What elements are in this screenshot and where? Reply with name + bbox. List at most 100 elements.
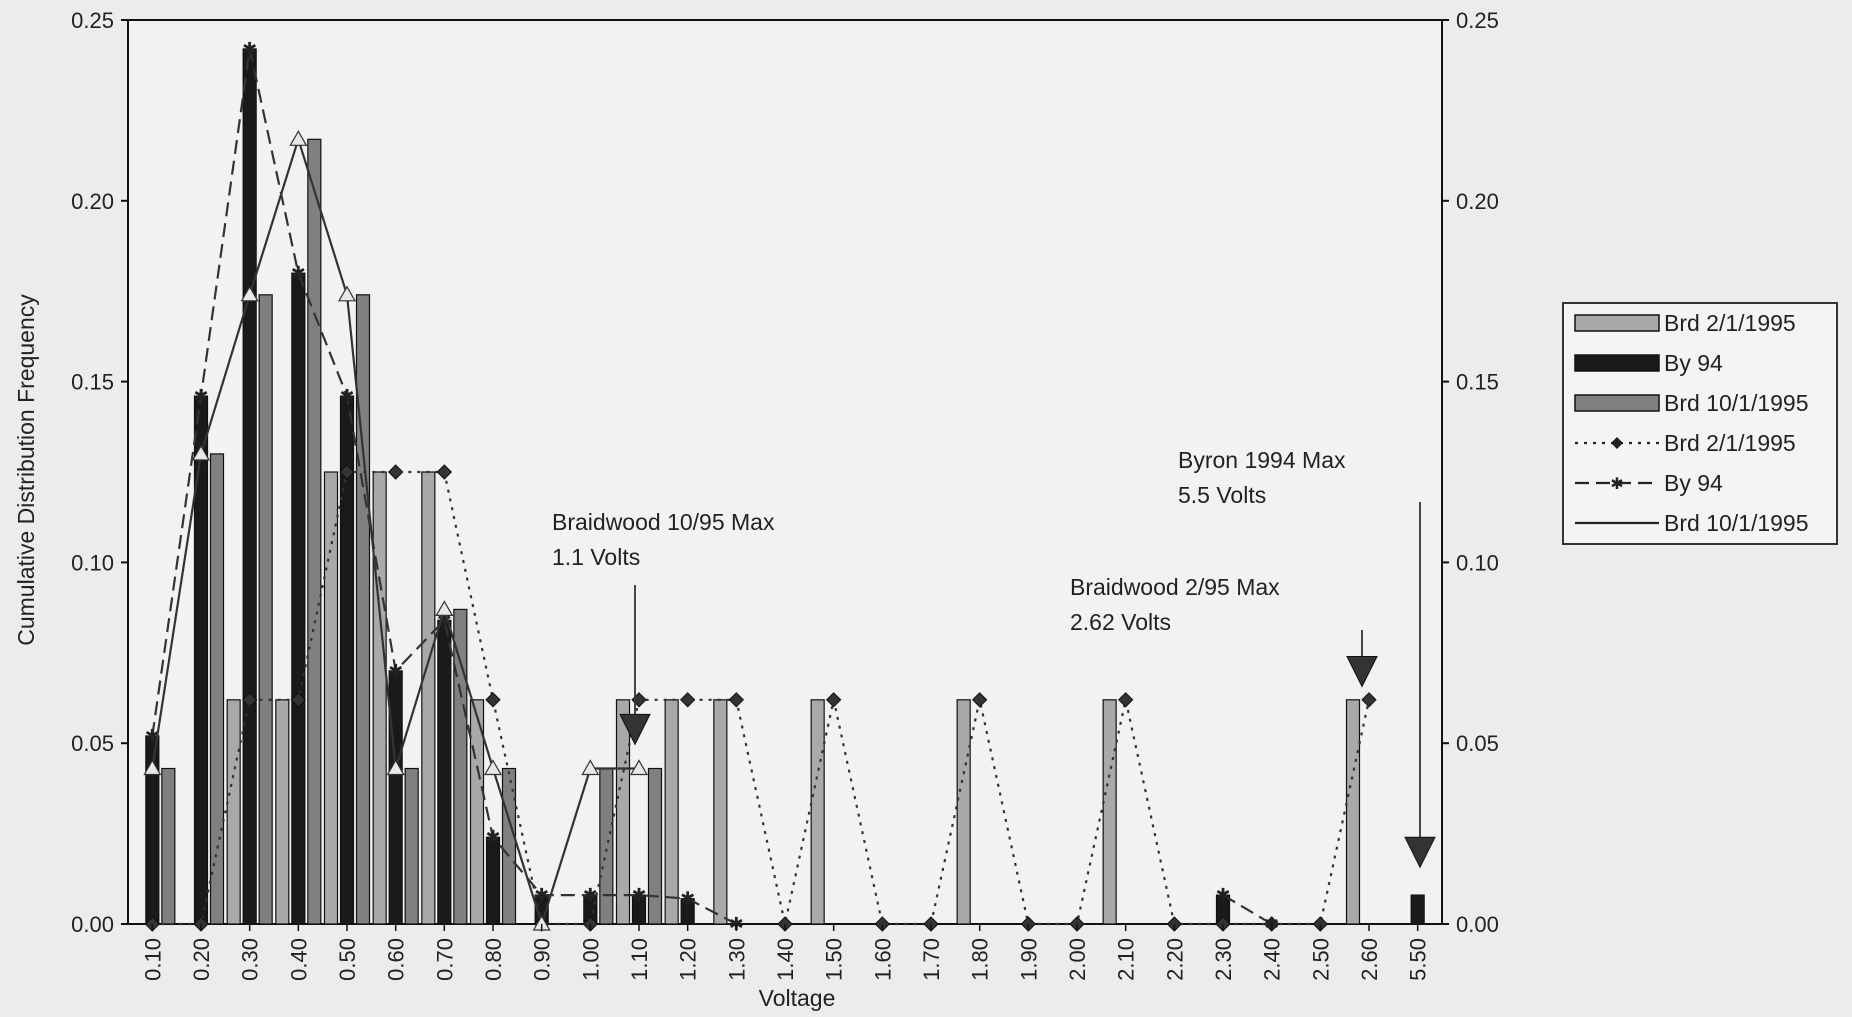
bar-1-4 <box>323 471 339 925</box>
bar-1-20 <box>1102 699 1117 925</box>
y-tick-label-left-4: 0.20 <box>71 189 114 214</box>
star-marker-4: ✱ <box>339 386 354 406</box>
triangle-marker-7 <box>483 759 503 776</box>
x-tick-label-9: 1.00 <box>578 938 603 981</box>
legend-swatch-2 <box>1574 394 1660 412</box>
bar-1-17 <box>956 699 971 925</box>
annotation-arrow-head-0 <box>619 713 651 746</box>
diamond-marker-3 <box>290 692 307 708</box>
annotation-text-1-1: 2.62 Volts <box>1070 609 1171 635</box>
legend-label-5: Brd 10/1/1995 <box>1664 510 1809 536</box>
star-marker-2: ✱ <box>242 39 257 59</box>
bar-3-1 <box>209 453 225 925</box>
diamond-marker-5 <box>387 464 404 480</box>
bar-1-10 <box>615 699 631 925</box>
bar-3-2 <box>258 294 273 925</box>
bar-2-7 <box>485 836 501 925</box>
triangle-marker-6 <box>435 600 454 617</box>
annotation-text-0-1: 1.1 Volts <box>552 544 640 570</box>
bar-3-5 <box>404 767 419 925</box>
bar-2-6 <box>437 619 452 925</box>
bar-1-14 <box>810 699 825 925</box>
x-tick-label-3: 0.40 <box>286 938 311 981</box>
series-line-1 <box>152 470 1371 926</box>
diamond-marker-6 <box>436 464 453 480</box>
legend-label-1: By 94 <box>1664 350 1723 376</box>
x-tick-label-24: 2.50 <box>1308 938 1333 981</box>
y-tick-label-right-4: 0.20 <box>1456 189 1499 214</box>
x-tick-label-25: 2.60 <box>1357 938 1382 981</box>
x-tick-label-21: 2.20 <box>1162 938 1187 981</box>
legend-label-0: Brd 2/1/1995 <box>1664 310 1796 336</box>
diamond-marker-25 <box>1361 692 1377 708</box>
triangle-marker-0 <box>143 759 162 776</box>
lines-layer: ✱✱✱✱✱✱✱✱✱ ✱ ✱ ✱✱✱✱ <box>143 39 1377 934</box>
bar-3-0 <box>161 767 176 925</box>
x-tick-label-10: 1.10 <box>627 938 652 981</box>
bar-1-11 <box>664 699 679 925</box>
legend-box <box>1562 302 1838 545</box>
diamond-marker-17 <box>971 692 988 708</box>
x-tick-label-17: 1.80 <box>968 938 993 981</box>
x-tick-label-23: 2.40 <box>1260 938 1285 981</box>
x-tick-label-7: 0.80 <box>481 938 506 981</box>
star-marker-5: ✱ <box>388 661 403 681</box>
bar-2-3 <box>291 272 306 925</box>
triangle-marker-1 <box>191 444 211 461</box>
triangle-marker-5 <box>386 759 405 776</box>
star-marker-22: ✱ <box>1215 885 1230 905</box>
y-tick-label-left-2: 0.10 <box>71 550 114 575</box>
x-tick-label-1: 0.20 <box>189 938 214 981</box>
x-axis-title: Voltage <box>759 985 836 1011</box>
x-tick-label-6: 0.70 <box>432 938 457 981</box>
y-tick-label-right-3: 0.15 <box>1456 370 1499 395</box>
x-tick-label-13: 1.40 <box>773 938 798 981</box>
annotation-arrow-head-2 <box>1404 836 1436 869</box>
bar-1-5 <box>372 471 387 925</box>
x-tick-label-4: 0.50 <box>335 938 360 981</box>
annotation-text-2-1: 5.5 Volts <box>1178 482 1266 508</box>
x-tick-label-18: 1.90 <box>1016 938 1041 981</box>
legend: Brd 2/1/1995 By 94 Brd 10/1/1995 Brd 2/1/19… <box>1562 302 1838 545</box>
bar-3-9 <box>599 767 614 925</box>
legend-label-3: Brd 2/1/1995 <box>1664 430 1796 456</box>
bar-3-6 <box>453 608 468 925</box>
x-tick-label-22: 2.30 <box>1211 938 1236 981</box>
x-tick-label-12: 1.30 <box>724 938 749 981</box>
y-tick-label-left-1: 0.05 <box>71 731 114 756</box>
triangle-marker-9 <box>581 759 600 776</box>
bar-3-3 <box>307 138 322 925</box>
bar-1-25 <box>1345 699 1361 925</box>
series-line-2 <box>151 48 1273 925</box>
diamond-marker-11 <box>679 692 696 708</box>
x-tick-label-8: 0.90 <box>530 938 555 981</box>
y-tick-label-right-2: 0.10 <box>1456 550 1499 575</box>
triangle-marker-4 <box>337 285 357 302</box>
bar-1-2 <box>226 699 241 925</box>
x-tick-label-5: 0.60 <box>384 938 409 981</box>
x-tick-label-20: 2.10 <box>1114 938 1139 981</box>
star-marker-3: ✱ <box>291 263 306 283</box>
y-axis-title: Cumulative Distribution Frequency <box>13 294 39 646</box>
legend-diamond-icon <box>1611 437 1623 449</box>
x-tick-label-15: 1.60 <box>870 938 895 981</box>
bar-2-5 <box>388 670 403 925</box>
legend-swatch-1 <box>1574 354 1660 372</box>
x-tick-label-26: 5.50 <box>1406 938 1431 981</box>
bar-3-4 <box>355 294 371 925</box>
annotation-text-0-0: Braidwood 10/95 Max <box>552 509 775 535</box>
bar-1-12 <box>713 699 728 925</box>
star-marker-9: ✱ <box>583 885 598 905</box>
diamond-marker-20 <box>1117 692 1134 708</box>
bar-3-7 <box>501 767 517 925</box>
star-marker-8: ✱ <box>534 885 549 905</box>
x-tick-label-19: 2.00 <box>1065 938 1090 981</box>
diamond-marker-12 <box>728 692 745 708</box>
diamond-marker-14 <box>825 692 842 708</box>
legend-label-2: Brd 10/1/1995 <box>1664 390 1809 416</box>
axes-layer: 0.00 0.00 0.05 0.05 0.10 0.10 0.15 0.15 0.20 0.20… <box>71 8 1499 981</box>
annotation-text-1-0: Braidwood 2/95 Max <box>1070 574 1280 600</box>
legend-star-icon: ✱ <box>1610 476 1623 493</box>
diamond-marker-2 <box>241 692 258 708</box>
